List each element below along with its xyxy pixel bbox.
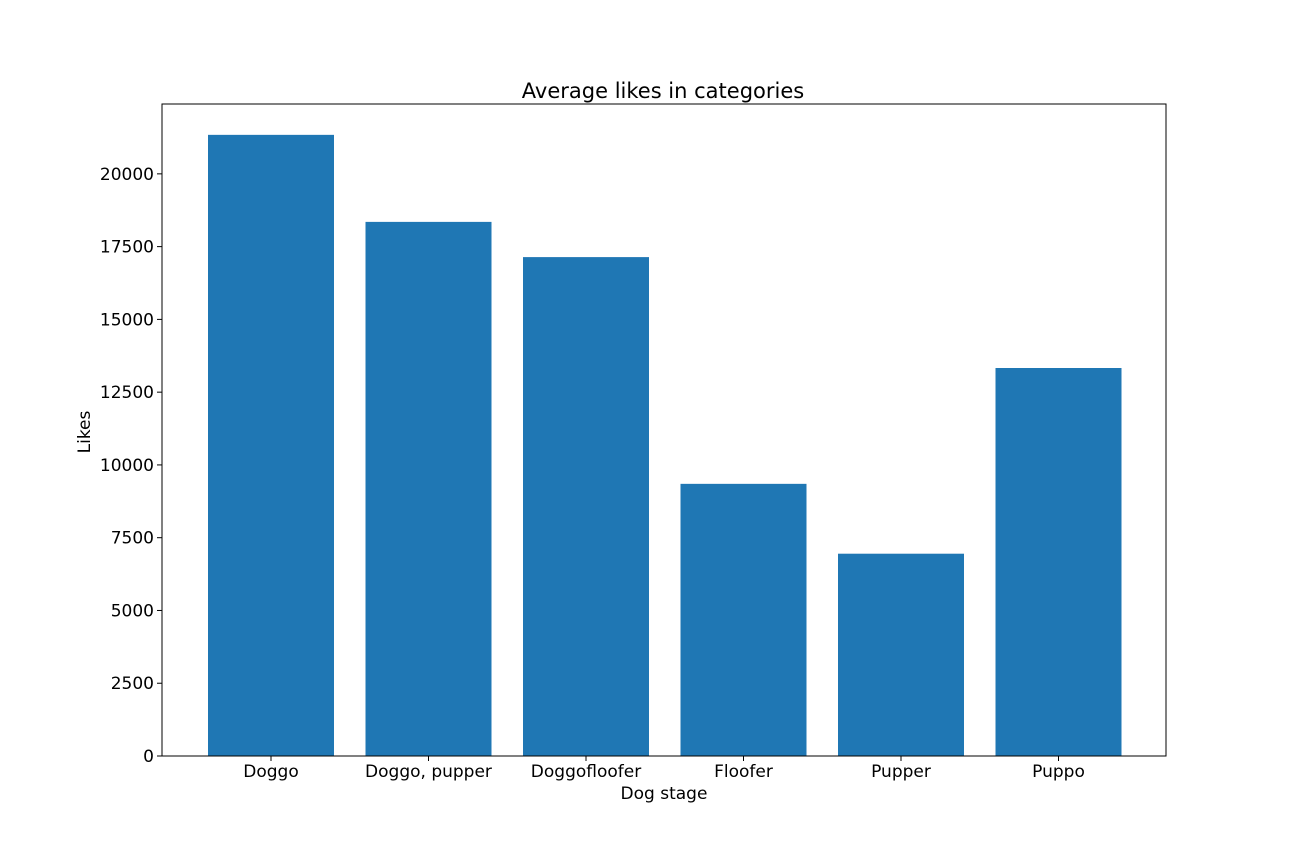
x-tick-label: Floofer [714, 762, 773, 782]
y-tick-label: 15000 [100, 310, 154, 330]
y-tick-label: 20000 [100, 165, 154, 185]
bar-pupper [838, 553, 964, 756]
y-tick-label: 5000 [111, 601, 154, 621]
bar-puppo [995, 368, 1122, 756]
x-tick-label: Pupper [871, 762, 931, 782]
y-tick-label: 0 [143, 747, 154, 767]
bar-floofer [680, 483, 807, 756]
bar-doggo-pupper [365, 221, 492, 757]
x-tick-label: Puppo [1032, 762, 1085, 782]
y-axis-label: Likes [75, 410, 95, 453]
y-tick-label: 7500 [111, 529, 154, 549]
y-tick-label: 12500 [100, 383, 154, 403]
x-axis-label: Dog stage [621, 784, 708, 804]
y-tick-label: 10000 [100, 456, 154, 476]
y-tick-label: 17500 [100, 238, 154, 258]
x-axis: Doggo Doggo, pupper Doggofloofer Floofer Pup… [243, 756, 1085, 782]
chart-title: Average likes in categories [522, 79, 804, 103]
bars-group [208, 134, 1122, 757]
x-tick-label: Doggofloofer [531, 762, 641, 782]
x-tick-label: Doggo, pupper [365, 762, 492, 782]
bar-doggo [208, 134, 334, 756]
bar-doggofloofer [523, 257, 649, 756]
y-tick-label: 2500 [111, 674, 154, 694]
y-axis: 0 2500 5000 7500 10000 12500 15000 17500 20000 [100, 165, 162, 767]
plot-frame [161, 103, 1167, 757]
x-tick-label: Doggo [243, 762, 298, 782]
